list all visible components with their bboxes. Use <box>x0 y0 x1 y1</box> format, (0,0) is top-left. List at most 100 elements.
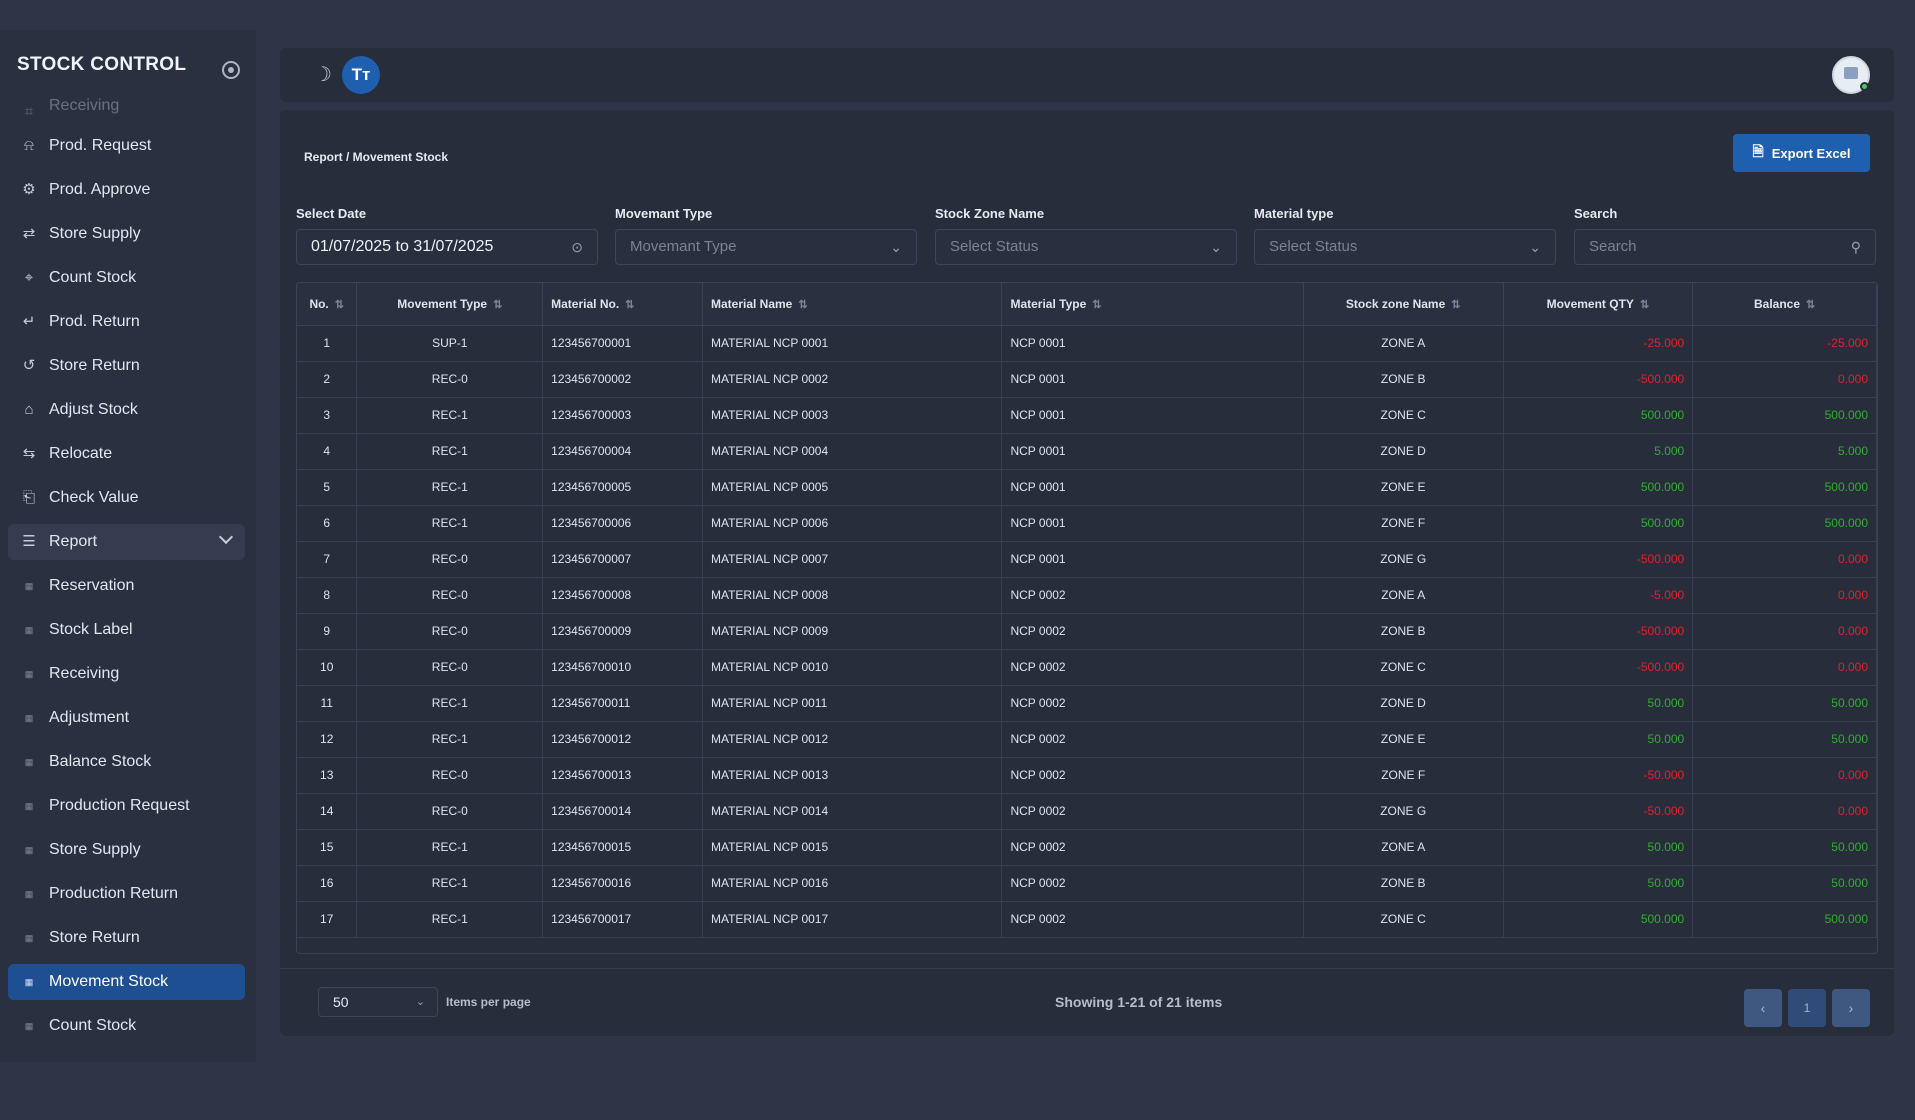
stock-zone-select[interactable]: Select Status ⌄ <box>935 229 1237 265</box>
column-header[interactable]: Balance ⇅ <box>1692 283 1877 326</box>
sort-icon[interactable]: ⇅ <box>1451 298 1461 311</box>
table-cell: NCP 0001 <box>1001 505 1304 542</box>
app-title: STOCK CONTROL <box>17 54 187 75</box>
sidebar: STOCK CONTROL ⌗ Receiving ⍾ Prod. Request ⚙ P… <box>0 30 256 1062</box>
sidebar-item-prod-return[interactable]: ↵ Prod. Return <box>8 304 245 340</box>
stock-zone-placeholder: Select Status <box>950 238 1039 255</box>
material-type-select[interactable]: Select Status ⌄ <box>1254 229 1556 265</box>
sort-icon[interactable]: ⇅ <box>1806 298 1816 311</box>
table-cell: -5.000 <box>1503 577 1694 614</box>
sidebar-item-label: Store Supply <box>49 225 141 242</box>
movement-type-select[interactable]: Movemant Type ⌄ <box>615 229 917 265</box>
sidebar-collapse-icon[interactable] <box>222 61 240 79</box>
table-cell: 50.000 <box>1692 829 1877 866</box>
sidebar-item-label: Store Supply <box>49 841 141 858</box>
table-cell: NCP 0002 <box>1001 613 1304 650</box>
table-cell: -500.000 <box>1503 361 1694 398</box>
date-range-input[interactable]: 01/07/2025 to 31/07/2025 ⊙ <box>296 229 598 265</box>
sidebar-item-movement-stock[interactable]: ▦ Movement Stock <box>8 964 245 1000</box>
sort-icon[interactable]: ⇅ <box>1639 298 1650 311</box>
sidebar-item-adjustment[interactable]: ▦ Adjustment <box>8 700 245 736</box>
column-header[interactable]: Movement QTY ⇅ <box>1503 283 1694 326</box>
table-cell: MATERIAL NCP 0014 <box>702 793 1003 830</box>
sidebar-item-balance-stock[interactable]: ▦ Balance Stock <box>8 744 245 780</box>
column-header[interactable]: No. ⇅ <box>297 283 358 326</box>
prev-page-button[interactable]: ‹ <box>1744 989 1782 1027</box>
sort-icon[interactable]: ⇅ <box>1092 298 1102 311</box>
search-icon[interactable]: ⚲ <box>1850 239 1861 255</box>
sidebar-item-receiving[interactable]: ▦ Receiving <box>8 656 245 692</box>
table-row: 5 REC-1 123456700005 MATERIAL NCP 0005 NCP 0… <box>297 469 1877 506</box>
sidebar-item-prod-approve[interactable]: ⚙ Prod. Approve <box>8 172 245 208</box>
table-cell: -50.000 <box>1503 793 1694 830</box>
sidebar-item-store-supply[interactable]: ▦ Store Supply <box>8 832 245 868</box>
sidebar-item-receiving[interactable]: ⌗ Receiving <box>8 94 245 120</box>
table-cell: 500.000 <box>1503 469 1694 506</box>
table-cell: NCP 0002 <box>1001 757 1304 794</box>
table-cell: -500.000 <box>1503 613 1694 650</box>
sidebar-item-store-return[interactable]: ↺ Store Return <box>8 348 245 384</box>
table-cell: NCP 0002 <box>1001 901 1304 938</box>
table-cell: 50.000 <box>1503 829 1694 866</box>
table-cell: 0.000 <box>1692 613 1877 650</box>
table-cell: REC-1 <box>356 721 544 758</box>
table-row: 4 REC-1 123456700004 MATERIAL NCP 0004 NCP 0… <box>297 433 1877 470</box>
items-per-page-select[interactable]: 50 ⌄ <box>318 987 438 1017</box>
sidebar-item-count-stock[interactable]: ⌖ Count Stock <box>8 260 245 296</box>
table-cell: 500.000 <box>1692 397 1877 434</box>
grid-dot-icon: ▦ <box>24 581 34 591</box>
sidebar-item-adjust-stock[interactable]: ⌂ Adjust Stock <box>8 392 245 428</box>
sort-icon[interactable]: ⇅ <box>625 298 635 311</box>
grid-dot-icon: ▦ <box>24 845 34 855</box>
items-per-page-value: 50 <box>333 994 349 1010</box>
grid-dot-icon: ▦ <box>24 757 34 767</box>
sidebar-item-check-value[interactable]: ⎗ Check Value <box>8 480 245 516</box>
sidebar-item-production-request[interactable]: ▦ Production Request <box>8 788 245 824</box>
sidebar-item-label: Stock Label <box>49 621 133 638</box>
sidebar-item-prod-request[interactable]: ⍾ Prod. Request <box>8 128 245 164</box>
table-row: 16 REC-1 123456700016 MATERIAL NCP 0016 NCP … <box>297 865 1877 902</box>
table-cell: ZONE F <box>1303 757 1504 794</box>
sort-icon[interactable]: ⇅ <box>493 298 503 311</box>
table-cell: MATERIAL NCP 0006 <box>702 505 1003 542</box>
material-type-filter: Material type Select Status ⌄ <box>1254 206 1556 265</box>
sidebar-item-count-stock[interactable]: ▦ Count Stock <box>8 1008 245 1044</box>
sidebar-item-production-return[interactable]: ▦ Production Return <box>8 876 245 912</box>
column-header-label: Movement Type <box>397 296 488 311</box>
sidebar-item-label: Prod. Return <box>49 313 140 330</box>
avatar[interactable] <box>1832 56 1870 94</box>
page-number-button[interactable]: 1 <box>1788 989 1826 1027</box>
sidebar-item-relocate[interactable]: ⇆ Relocate <box>8 436 245 472</box>
table-cell: REC-0 <box>356 541 544 578</box>
search-input[interactable]: Search ⚲ <box>1574 229 1876 265</box>
table-cell: ZONE G <box>1303 793 1504 830</box>
sort-icon[interactable]: ⇅ <box>334 298 344 311</box>
table-cell: MATERIAL NCP 0010 <box>702 649 1003 686</box>
table-cell: ZONE C <box>1303 649 1504 686</box>
column-header[interactable]: Movement Type ⇅ <box>356 283 544 326</box>
table-cell: 5.000 <box>1692 433 1877 470</box>
sidebar-item-reservation[interactable]: ▦ Reservation <box>8 568 245 604</box>
text-size-button[interactable]: Tт <box>342 56 380 94</box>
theme-toggle-icon[interactable]: ☽ <box>314 64 332 86</box>
next-page-button[interactable]: › <box>1832 989 1870 1027</box>
sort-icon[interactable]: ⇅ <box>798 298 808 311</box>
sidebar-item-stock-label[interactable]: ▦ Stock Label <box>8 612 245 648</box>
sidebar-item-store-supply[interactable]: ⇄ Store Supply <box>8 216 245 252</box>
sidebar-item-report[interactable]: ☰ Report <box>8 524 245 560</box>
table-cell: MATERIAL NCP 0015 <box>702 829 1003 866</box>
table-cell: 123456700012 <box>542 721 703 758</box>
table-row: 3 REC-1 123456700003 MATERIAL NCP 0003 NCP 0… <box>297 397 1877 434</box>
column-header[interactable]: Stock zone Name ⇅ <box>1303 283 1504 326</box>
column-header[interactable]: Material Type ⇅ <box>1001 283 1304 326</box>
column-header[interactable]: Material No. ⇅ <box>542 283 703 326</box>
sidebar-item-store-return[interactable]: ▦ Store Return <box>8 920 245 956</box>
table-cell: REC-1 <box>356 469 544 506</box>
table-cell: 15 <box>297 829 358 866</box>
clear-date-icon[interactable]: ⊙ <box>571 239 583 255</box>
export-excel-button[interactable]: 🗎 Export Excel <box>1733 134 1870 172</box>
column-header[interactable]: Material Name ⇅ <box>702 283 1003 326</box>
table-cell: 50.000 <box>1503 865 1694 902</box>
file-icon: 🗎 <box>1752 143 1764 159</box>
table-cell: -50.000 <box>1503 757 1694 794</box>
